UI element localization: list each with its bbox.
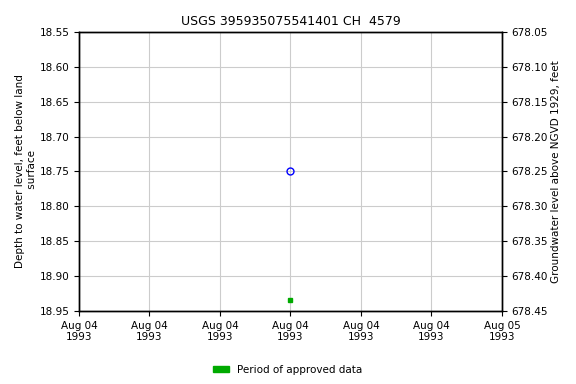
Y-axis label: Groundwater level above NGVD 1929, feet: Groundwater level above NGVD 1929, feet [551,60,561,283]
Y-axis label: Depth to water level, feet below land
 surface: Depth to water level, feet below land su… [15,74,37,268]
Title: USGS 395935075541401 CH  4579: USGS 395935075541401 CH 4579 [181,15,400,28]
Legend: Period of approved data: Period of approved data [209,361,367,379]
